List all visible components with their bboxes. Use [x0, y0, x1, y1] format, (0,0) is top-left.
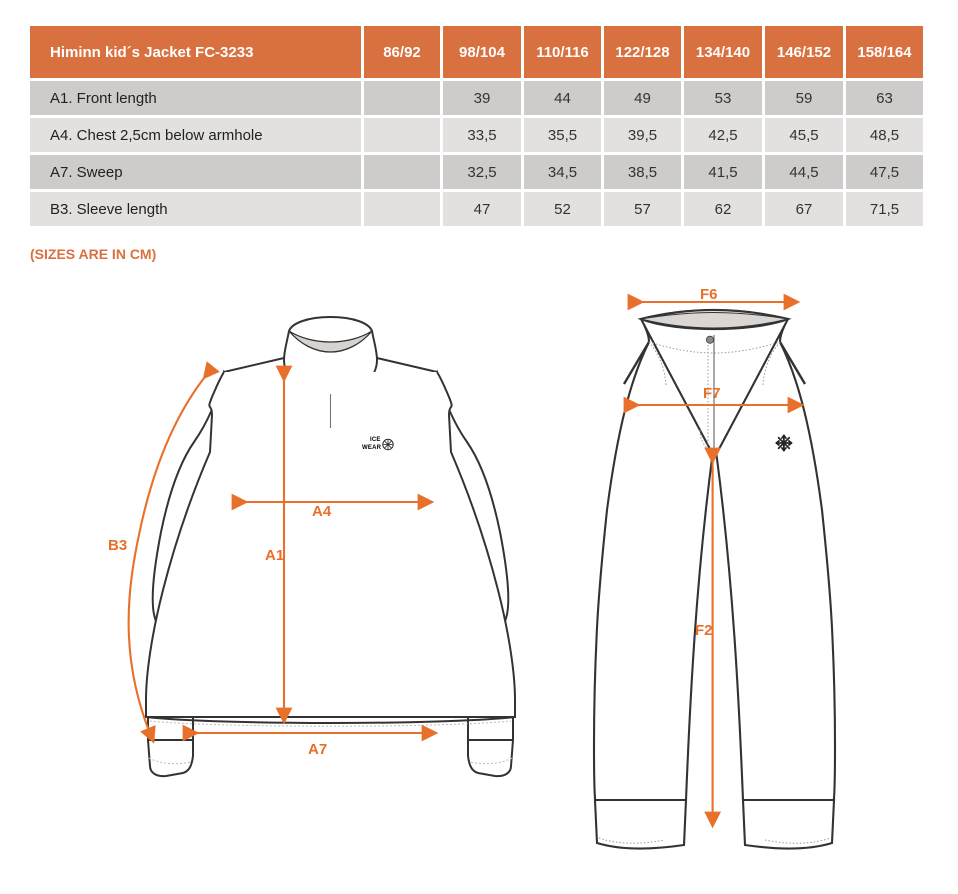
- svg-text:WEAR: WEAR: [362, 445, 382, 451]
- svg-text:ICE: ICE: [370, 437, 381, 443]
- svg-text:A7: A7: [308, 741, 327, 758]
- svg-text:F2: F2: [695, 622, 713, 639]
- svg-text:F7: F7: [703, 385, 721, 402]
- svg-text:A4: A4: [312, 503, 332, 520]
- svg-text:B3: B3: [108, 537, 127, 554]
- svg-text:A1: A1: [265, 547, 284, 564]
- svg-text:F6: F6: [700, 286, 718, 303]
